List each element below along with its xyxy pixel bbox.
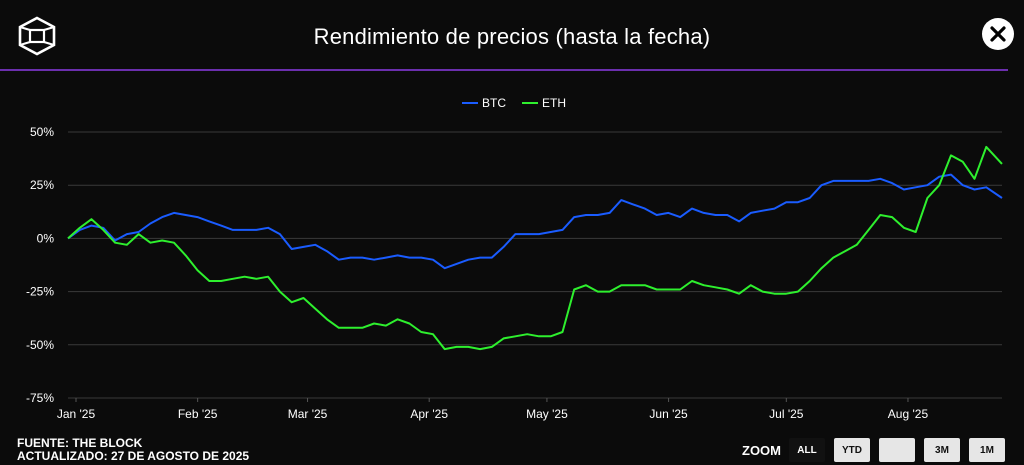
x-tick-label: Jan '25 <box>57 407 96 421</box>
zoom-blank-button[interactable] <box>879 438 915 462</box>
zoom-1m-button[interactable]: 1M <box>969 438 1005 462</box>
x-tick-label: Apr '25 <box>410 407 448 421</box>
footer: FUENTE: THE BLOCK ACTUALIZADO: 27 DE AGO… <box>17 437 249 463</box>
y-tick-label: -25% <box>26 285 54 299</box>
x-tick-label: May '25 <box>526 407 568 421</box>
y-tick-label: -75% <box>26 391 54 405</box>
x-tick-label: Aug '25 <box>888 407 929 421</box>
cube-logo-icon <box>18 16 56 56</box>
updated-text: ACTUALIZADO: 27 DE AGOSTO DE 2025 <box>17 449 250 463</box>
y-tick-label: 50% <box>30 125 54 139</box>
legend-label-btc: BTC <box>482 96 506 110</box>
close-icon <box>990 26 1006 42</box>
series-line-eth <box>67 145 1003 351</box>
chart-title: Rendimiento de precios (hasta la fecha) <box>313 24 711 49</box>
x-tick-label: Mar '25 <box>288 407 328 421</box>
zoom-label: ZOOM <box>742 442 781 458</box>
x-tick-label: Jul '25 <box>769 407 804 421</box>
zoom-controls: ZOOM ALL YTD 3M 1M <box>742 437 1014 463</box>
zoom-3m-button[interactable]: 3M <box>924 438 960 462</box>
y-tick-label: -50% <box>26 338 54 352</box>
series-line-btc <box>67 173 1003 270</box>
close-button[interactable] <box>982 18 1014 50</box>
header-divider <box>0 69 1008 71</box>
legend-label-eth: ETH <box>542 96 566 110</box>
x-tick-label: Jun '25 <box>649 407 688 421</box>
zoom-ytd-button[interactable]: YTD <box>834 438 870 462</box>
y-tick-label: 25% <box>30 178 54 192</box>
zoom-all-button[interactable]: ALL <box>789 438 825 462</box>
header: Rendimiento de precios (hasta la fecha) <box>0 0 1024 72</box>
price-performance-chart: 50% 25% 0% -25% -50% -75%Jan '25 Feb '25 Mar '2… <box>26 96 1003 421</box>
source-text: FUENTE: THE BLOCK <box>17 436 143 450</box>
x-tick-label: Feb '25 <box>178 407 218 421</box>
chart-area: 50% 25% 0% -25% -50% -75% Jan '25 Feb '25 Mar '2… <box>0 80 1024 430</box>
y-tick-label: 0% <box>37 231 55 245</box>
